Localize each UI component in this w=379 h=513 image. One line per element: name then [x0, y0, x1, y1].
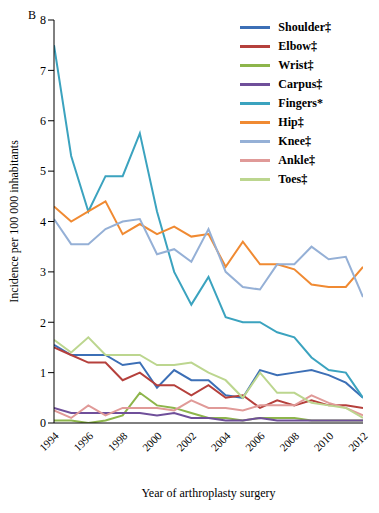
- html-text:Fingers*: Fingers*: [278, 96, 323, 110]
- svg-text:1994: 1994: [37, 429, 61, 453]
- svg-text:6: 6: [40, 114, 46, 128]
- html-text:Elbow‡: Elbow‡: [278, 39, 317, 53]
- html-text:Carpus‡: Carpus‡: [278, 77, 323, 91]
- html-text:B: B: [28, 8, 36, 22]
- html-text:Toes‡: Toes‡: [278, 172, 308, 186]
- html-text:Hip‡: Hip‡: [278, 115, 304, 129]
- svg-text:2004: 2004: [209, 429, 233, 453]
- svg-text:1998: 1998: [106, 429, 130, 453]
- svg-text:2010: 2010: [312, 429, 336, 453]
- svg-text:3: 3: [40, 265, 46, 279]
- svg-text:8: 8: [40, 13, 46, 27]
- svg-text:4: 4: [40, 215, 46, 229]
- svg-text:1996: 1996: [71, 429, 95, 453]
- html-text:Shoulder‡: Shoulder‡: [278, 20, 331, 34]
- svg-text:0: 0: [40, 416, 46, 430]
- svg-text:7: 7: [40, 64, 46, 78]
- svg-text:Incidence per 100 000 inhabita: Incidence per 100 000 inhabitants: [8, 140, 21, 303]
- svg-text:2000: 2000: [140, 429, 164, 453]
- svg-text:5: 5: [40, 164, 46, 178]
- svg-text:2002: 2002: [174, 429, 198, 453]
- svg-text:2008: 2008: [277, 429, 301, 453]
- html-text:Knee‡: Knee‡: [278, 134, 311, 148]
- svg-text:1: 1: [40, 366, 46, 380]
- svg-text:Year of arthroplasty surgery: Year of arthroplasty surgery: [141, 486, 275, 500]
- svg-text:2012: 2012: [346, 429, 370, 453]
- html-text:Ankle‡: Ankle‡: [278, 153, 315, 167]
- svg-text:2: 2: [40, 316, 46, 330]
- svg-text:2006: 2006: [243, 429, 267, 453]
- html-text:Wrist‡: Wrist‡: [278, 58, 314, 72]
